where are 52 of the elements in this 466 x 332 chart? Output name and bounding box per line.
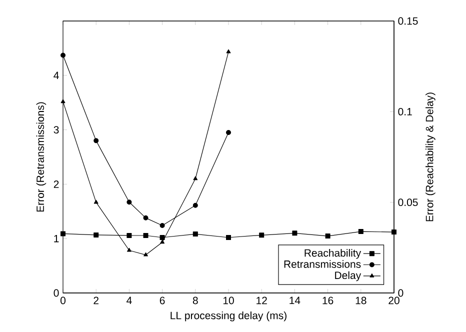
x-tick-label: 16 <box>322 296 334 304</box>
y-tick-label: 1 <box>54 234 59 242</box>
x-tick-label: 8 <box>192 296 198 304</box>
y2-tick-label: 0.15 <box>398 17 418 25</box>
point <box>127 248 132 252</box>
x-axis-title: LL processing delay (ms) <box>170 312 286 322</box>
legend-label: Reachability <box>304 248 362 259</box>
x-tick-label: 6 <box>160 296 165 304</box>
point <box>126 200 132 205</box>
point <box>143 215 148 220</box>
point <box>60 99 66 104</box>
y2-tick-label: 0.05 <box>398 198 418 206</box>
y-tick-label: 4 <box>54 72 59 80</box>
point <box>292 230 298 236</box>
point <box>358 229 364 234</box>
x-tick-label: 12 <box>256 296 267 304</box>
point <box>192 232 198 237</box>
y2-tick-label: 0.1 <box>398 108 412 116</box>
point <box>126 233 132 238</box>
legend-label: Delay <box>335 271 362 282</box>
legend-label: Retransmissions <box>284 260 361 268</box>
y2-axis-title: Error (Reachability & Delay) <box>426 92 436 222</box>
x-tick-label: 10 <box>223 296 234 304</box>
point <box>259 232 264 238</box>
point <box>94 200 98 204</box>
y-tick-label: 0 <box>54 289 59 297</box>
point <box>94 232 99 238</box>
point <box>60 52 66 58</box>
x-tick-label: 14 <box>290 296 300 304</box>
point <box>226 49 231 54</box>
x-tick-label: 18 <box>356 296 366 304</box>
x-tick-label: 0 <box>60 296 66 304</box>
point <box>60 231 66 236</box>
point <box>160 223 165 228</box>
y-tick-label: 2 <box>54 180 59 188</box>
point <box>160 240 165 244</box>
x-tick-label: 20 <box>388 296 400 304</box>
x-tick-label: 2 <box>94 296 98 304</box>
point <box>193 176 198 180</box>
point <box>391 230 396 235</box>
y-axis-title: Error (Retransmissions) <box>36 102 46 212</box>
point <box>226 235 231 240</box>
point <box>226 130 231 136</box>
y-tick-label: 3 <box>54 126 59 134</box>
y2-tick-label: 0 <box>398 289 404 297</box>
point <box>192 202 198 208</box>
point <box>325 234 330 239</box>
x-tick-label: 4 <box>126 296 132 304</box>
point <box>94 138 99 144</box>
point <box>144 252 148 256</box>
point <box>160 235 165 240</box>
point <box>143 233 148 238</box>
